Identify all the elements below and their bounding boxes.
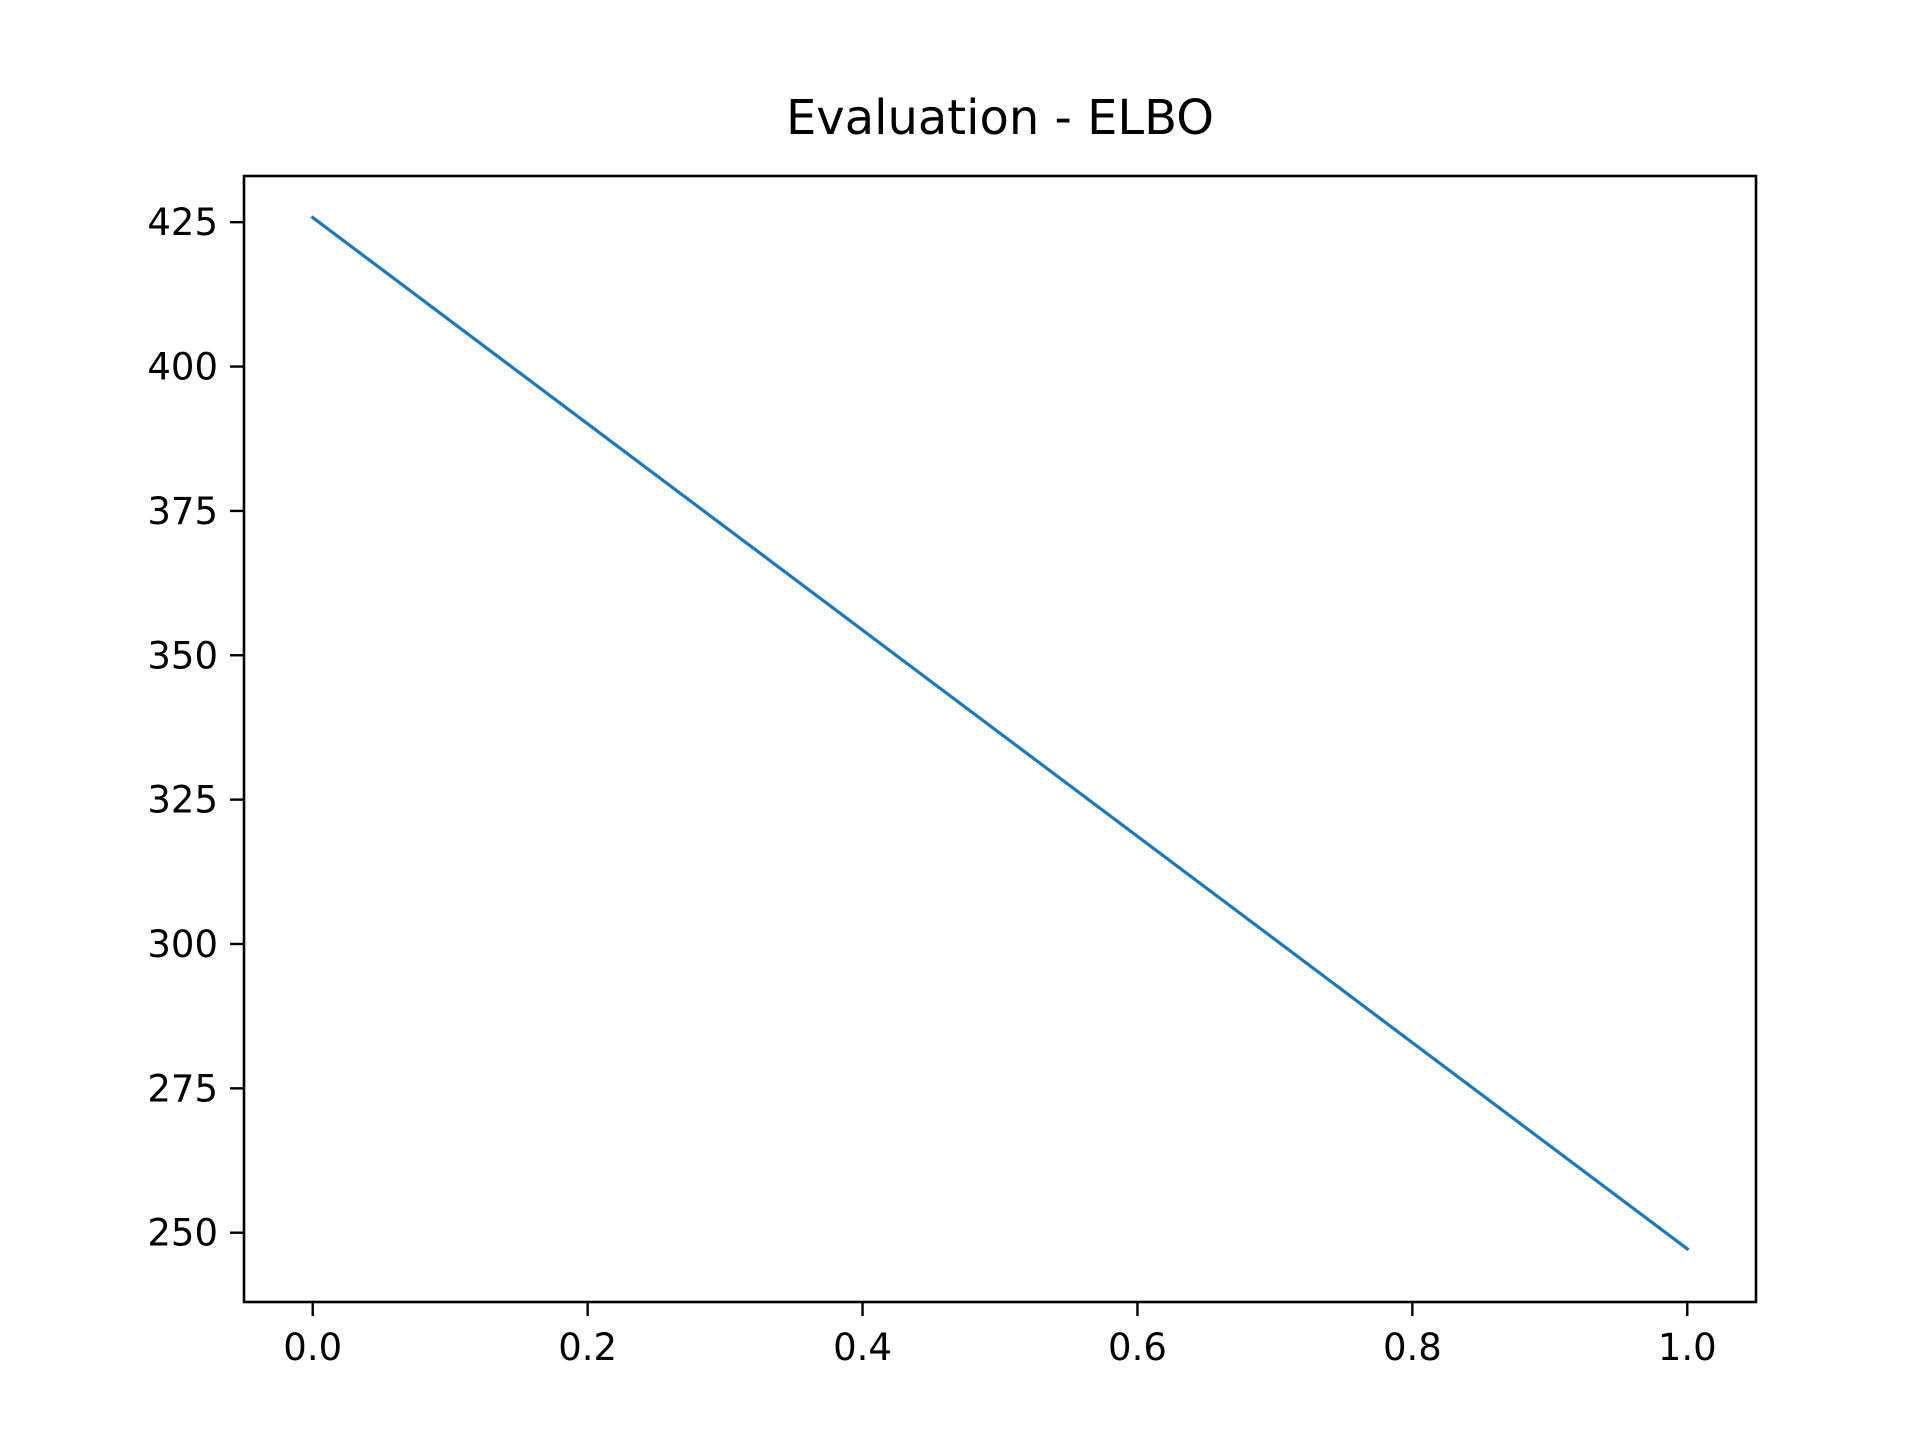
x-tick-label: 0.6 [1108, 1326, 1167, 1369]
y-tick-label: 325 [147, 779, 218, 822]
x-tick-label: 0.0 [283, 1326, 342, 1369]
y-tick-label: 275 [147, 1067, 218, 1110]
chart-title: Evaluation - ELBO [786, 90, 1214, 146]
plot-frame [242, 174, 1758, 1304]
x-tick-label: 0.8 [1383, 1326, 1442, 1369]
x-tick-label: 1.0 [1658, 1326, 1717, 1369]
y-tick-label: 425 [147, 201, 218, 244]
y-tick-label: 375 [147, 490, 218, 533]
y-tick-label: 350 [147, 634, 218, 677]
x-tick-label: 0.4 [833, 1326, 892, 1369]
series-layer [310, 215, 1690, 1252]
x-axis-ticks: 0.0 0.2 0.4 0.6 0.8 1.0 [283, 1302, 1717, 1369]
series-line [310, 215, 1690, 1252]
y-tick-label: 300 [147, 923, 218, 966]
y-axis-ticks: 250 275 300 325 350 375 400 425 [147, 201, 244, 1255]
x-tick-label: 0.2 [558, 1326, 617, 1369]
y-tick-label: 400 [147, 346, 218, 389]
y-tick-label: 250 [147, 1212, 218, 1255]
